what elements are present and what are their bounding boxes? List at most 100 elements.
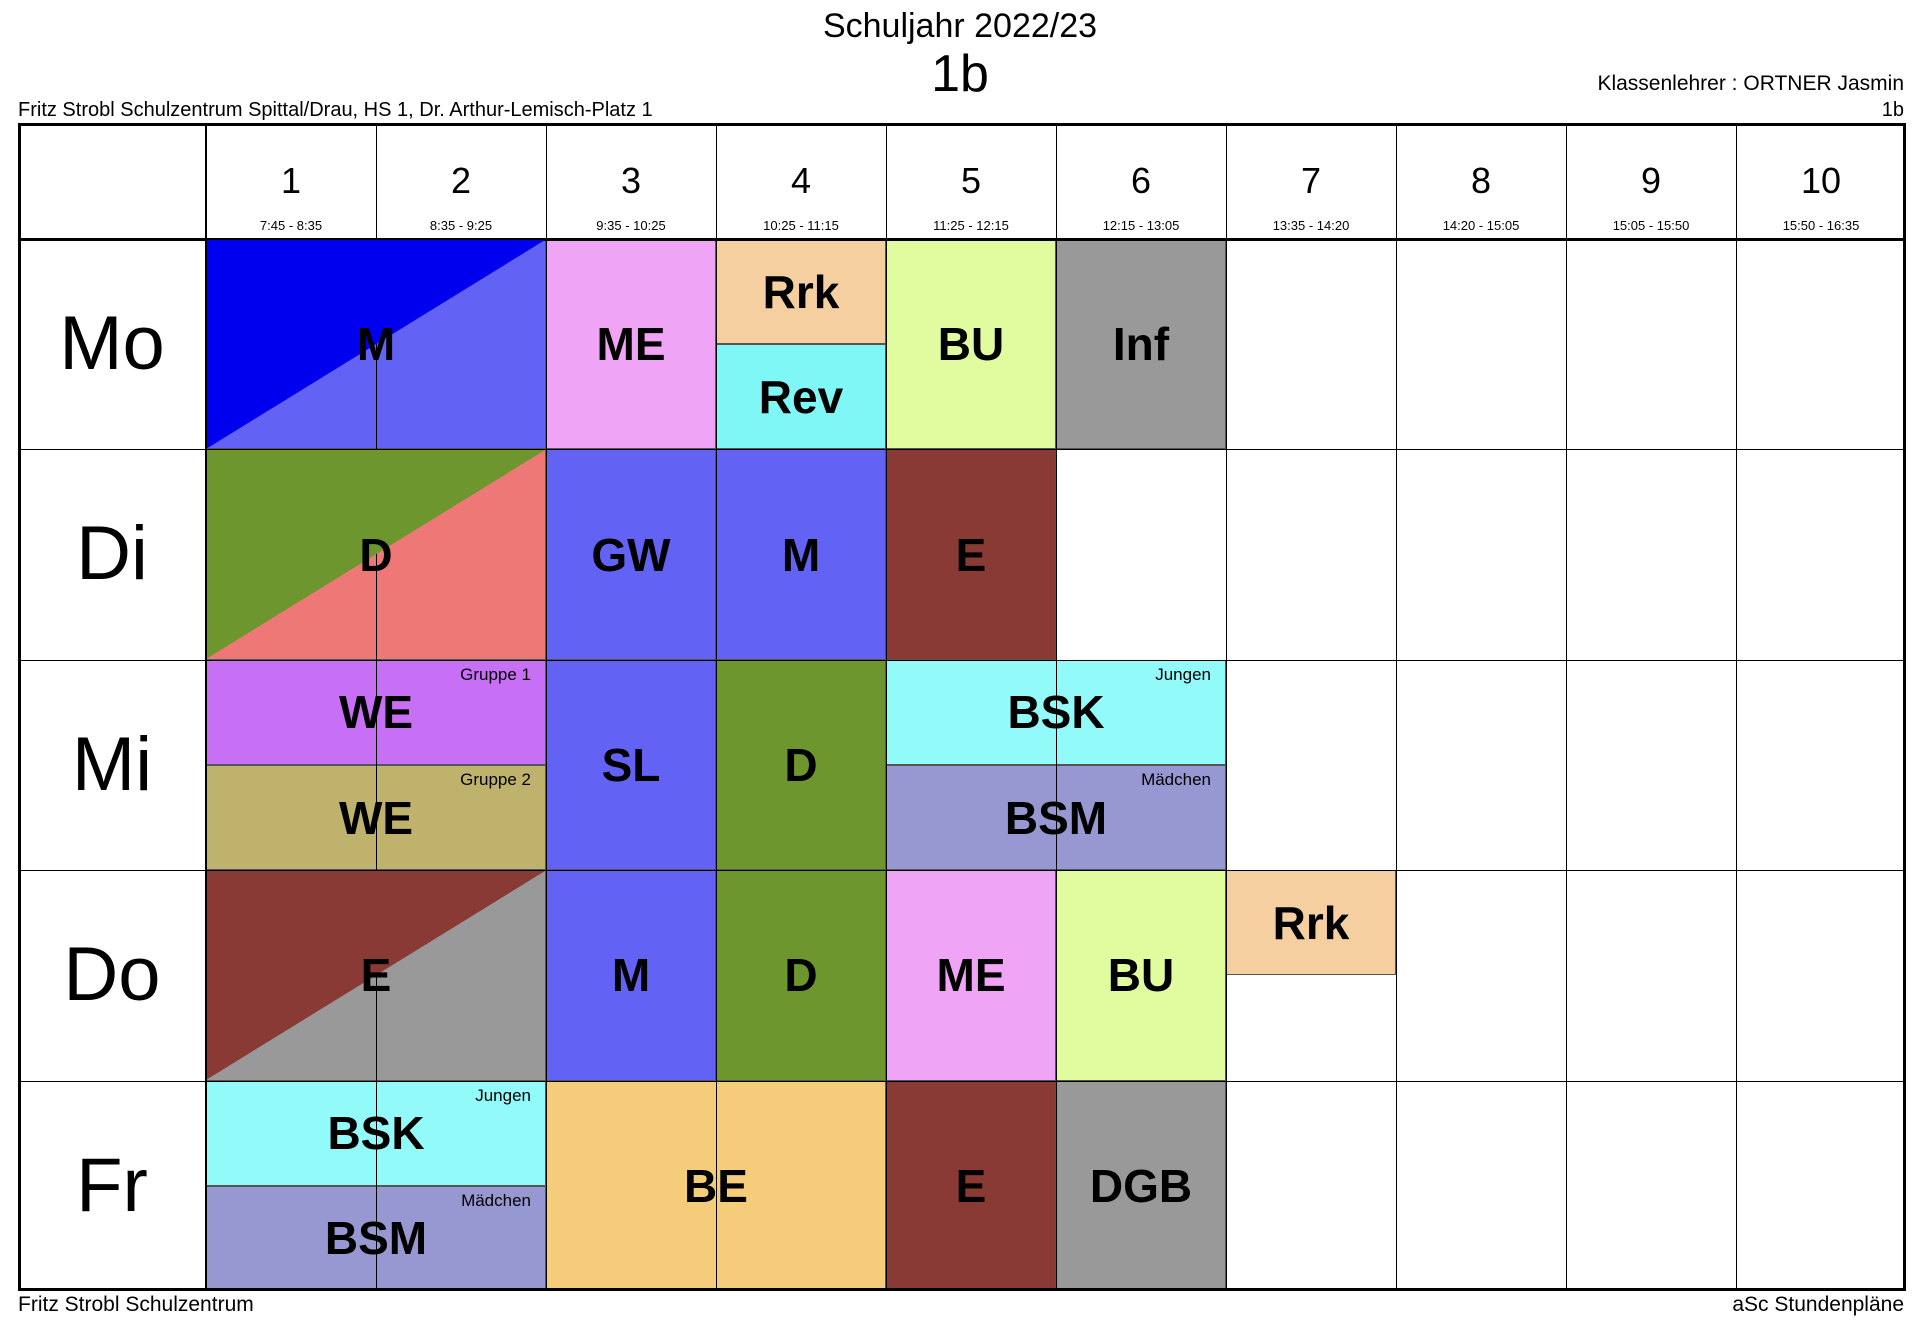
lesson-subject: ME <box>596 318 666 371</box>
period-gridline <box>886 123 887 1291</box>
day-label: Do <box>63 932 161 1018</box>
lesson-group: Jungen <box>1155 664 1211 684</box>
period-number: 8 <box>1470 160 1492 201</box>
lesson-cell[interactable]: ME <box>886 870 1056 1081</box>
period-gridline <box>1736 123 1737 1291</box>
lesson-subject: M <box>781 528 821 581</box>
period-time: 11:25 - 12:15 <box>933 218 1009 233</box>
lesson-cell[interactable]: BU <box>1056 870 1226 1081</box>
lesson-subject: WE <box>338 686 414 739</box>
lesson-cell[interactable]: SL <box>546 659 716 871</box>
period-number: 3 <box>620 160 642 201</box>
lesson-cell[interactable]: Rev <box>716 344 886 450</box>
footer-school: Fritz Strobl Schulzentrum <box>18 1293 254 1316</box>
day-column-divider <box>205 123 207 1291</box>
period-gridline <box>1396 123 1397 1291</box>
period-gridline <box>716 123 717 1291</box>
period-time: 15:50 - 16:35 <box>1782 218 1860 233</box>
lesson-cell[interactable]: E <box>206 870 546 1081</box>
lesson-group: Mädchen <box>461 1190 531 1210</box>
lesson-subject: BSM <box>324 1212 428 1265</box>
grid-border-top <box>18 123 1906 126</box>
lesson-split-background <box>207 450 545 659</box>
lesson-cell[interactable]: DGB <box>1056 1080 1226 1291</box>
day-label: Fr <box>76 1142 148 1228</box>
lesson-subject: ME <box>936 949 1006 1002</box>
lesson-subject: D <box>359 528 393 581</box>
lesson-subject: M <box>611 949 651 1002</box>
lesson-cell[interactable]: GW <box>546 449 716 660</box>
lesson-subject: Inf <box>1112 318 1170 371</box>
period-number: 10 <box>1800 160 1842 201</box>
lesson-cell[interactable]: D <box>206 449 546 660</box>
period-time: 10:25 - 11:15 <box>763 218 839 233</box>
lesson-split-background <box>207 240 545 449</box>
day-gridline <box>18 870 1906 872</box>
footer-software: aSc Stundenpläne <box>1732 1293 1904 1316</box>
lesson-cell[interactable]: ME <box>546 239 716 450</box>
grid-border-left <box>18 123 21 1291</box>
lesson-subject: BU <box>937 318 1005 371</box>
period-time: 13:35 - 14:20 <box>1272 218 1350 233</box>
lesson-cell[interactable]: Rrk <box>716 239 886 345</box>
period-gridline <box>376 123 377 1291</box>
lesson-group: Mädchen <box>1141 770 1211 789</box>
period-number: 6 <box>1130 160 1152 201</box>
class-label-right: 1b <box>1881 99 1904 121</box>
lesson-subject: M <box>356 318 396 371</box>
lesson-cell[interactable]: M <box>716 449 886 660</box>
lesson-cell[interactable]: M <box>206 239 546 450</box>
period-number: 1 <box>280 160 302 201</box>
period-time: 12:15 - 13:05 <box>1102 218 1180 233</box>
lesson-subject: Rrk <box>762 265 840 318</box>
lesson-subject: Rrk <box>1272 896 1350 949</box>
lesson-group: Gruppe 1 <box>460 664 531 684</box>
period-gridline <box>1226 123 1227 1291</box>
lesson-cell[interactable]: E <box>886 1080 1056 1291</box>
period-gridline <box>1566 123 1567 1291</box>
lesson-cell[interactable]: D <box>716 659 886 871</box>
lesson-group: Gruppe 2 <box>460 770 531 789</box>
day-gridline <box>18 659 1906 661</box>
header-divider <box>18 238 1906 241</box>
lesson-subject: BSM <box>1004 791 1108 844</box>
class-title: 1b <box>931 45 989 103</box>
day-gridline <box>18 449 1906 451</box>
lesson-cell[interactable]: Inf <box>1056 239 1226 450</box>
lesson-cell[interactable]: D <box>716 870 886 1081</box>
lesson-cell[interactable]: WE Gruppe 1 <box>206 659 546 765</box>
lesson-cell[interactable]: E <box>886 449 1056 660</box>
lesson-subject: WE <box>338 791 414 844</box>
period-number: 7 <box>1300 160 1322 201</box>
lesson-subject: E <box>955 528 987 581</box>
period-gridline <box>1056 123 1057 1291</box>
lesson-subject: Rev <box>758 370 844 423</box>
lesson-subject: E <box>360 949 392 1002</box>
period-number: 2 <box>450 160 472 201</box>
period-time: 9:35 - 10:25 <box>596 218 666 233</box>
grid-border-right <box>1903 123 1906 1291</box>
lesson-subject: BU <box>1107 949 1175 1002</box>
lesson-cell[interactable]: BU <box>886 239 1056 450</box>
period-number: 5 <box>960 160 982 201</box>
lesson-subject: D <box>784 949 818 1002</box>
lesson-cell[interactable]: Rrk <box>1226 870 1396 976</box>
lesson-group: Jungen <box>475 1085 531 1105</box>
period-time: 8:35 - 9:25 <box>429 218 493 233</box>
period-number: 9 <box>1640 160 1662 201</box>
school-year-title: Schuljahr 2022/23 <box>822 7 1098 45</box>
day-label: Mo <box>59 301 165 386</box>
period-gridline <box>546 123 547 1291</box>
lesson-cell[interactable]: M <box>546 870 716 1081</box>
lesson-subject: D <box>784 738 818 791</box>
lesson-subject: SL <box>601 738 661 791</box>
lesson-subject: E <box>955 1159 987 1212</box>
period-time: 14:20 - 15:05 <box>1442 218 1520 233</box>
period-time: 15:05 - 15:50 <box>1612 218 1690 233</box>
period-number: 4 <box>790 160 812 201</box>
day-label: Di <box>76 511 148 597</box>
day-label: Mi <box>71 721 153 807</box>
lesson-split-background <box>207 871 545 1080</box>
period-time: 7:45 - 8:35 <box>259 218 323 233</box>
